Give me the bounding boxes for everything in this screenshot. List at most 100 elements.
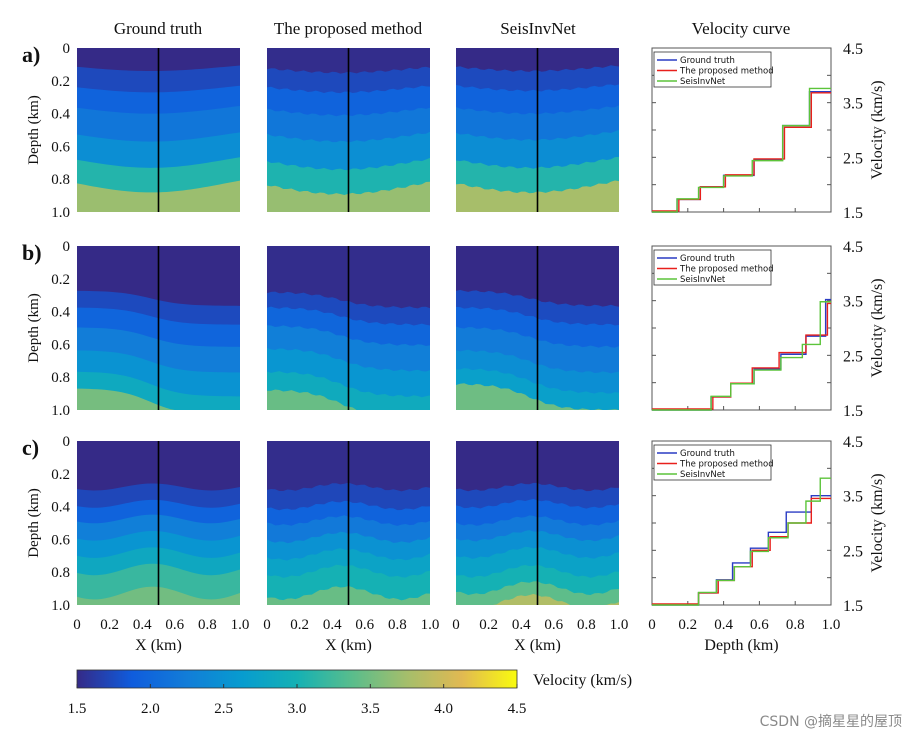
velocity-tick-label: 2.5 — [843, 543, 863, 560]
velocity-model-3 — [456, 48, 619, 212]
depth-tick-label: 0.6 — [51, 337, 70, 353]
velocity-tick-label: 3.5 — [843, 96, 863, 113]
depth-x-tick-label: 0.2 — [678, 617, 697, 633]
layer — [456, 383, 619, 410]
x-tick-label: 0.4 — [133, 617, 152, 633]
colorbar: 1.5 2.0 2.5 3.0 3.5 4.0 4.5 Velocity (km/s) — [68, 669, 632, 717]
velocity-model-3: 0 0.2 0.4 0.6 0.8 1.0 X (km) — [452, 441, 628, 654]
velocity-model-2 — [267, 246, 430, 410]
colorbar-tick-label: 4.0 — [434, 701, 453, 717]
row-label: b) — [22, 240, 42, 265]
velocity-tick-label: 1.5 — [843, 205, 863, 222]
depth-tick-label: 0 — [63, 239, 71, 255]
depth-tick-label: 0.2 — [51, 272, 70, 288]
depth-tick-label: 1.0 — [51, 598, 70, 614]
velocity-curve-plot: 1.5 2.5 3.5 4.5 Velocity (km/s) Ground truthT… — [651, 239, 886, 420]
depth-tick-label: 1.0 — [51, 205, 70, 221]
x-tick-label: 0.6 — [544, 617, 563, 633]
velocity-model-2: 0 0.2 0.4 0.6 0.8 1.0 X (km) — [263, 441, 439, 654]
depth-tick-label: 0.2 — [51, 74, 70, 90]
column-title: The proposed method — [274, 19, 423, 38]
depth-x-tick-label: 0.4 — [714, 617, 733, 633]
x-tick-label: 0.8 — [388, 617, 407, 633]
depth-x-tick-label: 0.6 — [750, 617, 769, 633]
velocity-curve-plot: 1.5 2.5 3.5 4.5 Velocity (km/s) Ground truthT… — [651, 41, 886, 222]
velocity-tick-label: 1.5 — [843, 403, 863, 420]
depth-axis-label: Depth (km) — [26, 293, 42, 363]
watermark: CSDN @摘星星的屋顶 — [759, 714, 902, 730]
depth-tick-label: 0.8 — [51, 565, 70, 581]
layer — [267, 389, 430, 410]
legend-label: Ground truth — [680, 56, 735, 66]
column-title: Ground truth — [114, 19, 203, 38]
x-tick-label: 0 — [73, 617, 81, 633]
depth-tick-label: 0.8 — [51, 370, 70, 386]
depth-tick-label: 0 — [63, 434, 71, 450]
x-tick-label: 1.0 — [421, 617, 440, 633]
x-tick-label: 1.0 — [610, 617, 629, 633]
depth-x-tick-label: 1.0 — [822, 617, 841, 633]
velocity-model-1 — [77, 246, 240, 410]
legend-label: The proposed method — [679, 265, 774, 275]
velocity-tick-label: 1.5 — [843, 598, 863, 615]
depth-axis-label: Depth (km) — [26, 488, 42, 558]
depth-tick-label: 0 — [63, 41, 71, 57]
legend-label: SeisInvNet — [680, 275, 726, 285]
x-tick-label: 0.4 — [512, 617, 531, 633]
x-tick-label: 0.2 — [290, 617, 309, 633]
velocity-tick-label: 2.5 — [843, 150, 863, 167]
depth-tick-label: 0.4 — [51, 305, 70, 321]
series-line-seisinvnet — [652, 477, 831, 606]
series-line-seisinvnet — [652, 87, 831, 213]
legend-label: SeisInvNet — [680, 470, 726, 480]
colorbar-tick-label: 3.0 — [288, 701, 307, 717]
x-tick-label: 0.2 — [479, 617, 498, 633]
x-tick-label: 0.6 — [355, 617, 374, 633]
x-axis-label: X (km) — [325, 637, 372, 654]
velocity-tick-label: 2.5 — [843, 348, 863, 365]
depth-tick-label: 0.4 — [51, 500, 70, 516]
velocity-tick-label: 4.5 — [843, 239, 863, 256]
x-tick-label: 0.8 — [577, 617, 596, 633]
velocity-curve-plot: 1.5 2.5 3.5 4.5 Velocity (km/s) Ground truthT… — [648, 434, 886, 654]
velocity-model-1 — [77, 48, 240, 212]
velocity-model-3 — [456, 246, 619, 410]
depth-tick-label: 0.6 — [51, 139, 70, 155]
velocity-axis-label: Velocity (km/s) — [869, 80, 886, 179]
legend-label: The proposed method — [679, 67, 774, 77]
depth-tick-label: 0.2 — [51, 467, 70, 483]
depth-tick-label: 0.4 — [51, 107, 70, 123]
series-line-seisinvnet — [652, 301, 831, 411]
row-1: a) Depth (km) 0 0.2 0.4 0.6 0.8 1.0 1.5 2.5 3.5 4.5… — [22, 41, 886, 222]
depth-x-tick-label: 0.8 — [786, 617, 805, 633]
velocity-axis-label: Velocity (km/s) — [869, 473, 886, 572]
velocity-model-1: 0 0.2 0.4 0.6 0.8 1.0 X (km) — [73, 441, 249, 654]
layer — [77, 388, 240, 410]
row-3: c)Depth (km)00.20.40.60.81.00 0.2 0.4 0.6 0.… — [22, 434, 886, 654]
depth-tick-label: 0.8 — [51, 172, 70, 188]
depth-x-tick-label: 0 — [648, 617, 656, 633]
legend-label: SeisInvNet — [680, 77, 726, 87]
depth-axis-label: Depth (km) — [26, 95, 42, 165]
row-label: a) — [22, 42, 40, 67]
velocity-tick-label: 3.5 — [843, 294, 863, 311]
x-tick-label: 1.0 — [231, 617, 250, 633]
depth-tick-label: 0.6 — [51, 532, 70, 548]
x-tick-label: 0.4 — [323, 617, 342, 633]
velocity-tick-label: 4.5 — [843, 41, 863, 58]
row-2: b) Depth (km) 0 0.2 0.4 0.6 0.8 1.0 1.5 2.5 3.5 4.5… — [22, 239, 886, 420]
x-tick-label: 0 — [263, 617, 271, 633]
column-title: SeisInvNet — [500, 19, 576, 38]
velocity-axis-label: Velocity (km/s) — [869, 278, 886, 377]
row-label: c) — [22, 435, 39, 460]
x-tick-label: 0 — [452, 617, 460, 633]
legend-label: Ground truth — [680, 449, 735, 459]
depth-x-axis-label: Depth (km) — [704, 637, 778, 654]
column-title: Velocity curve — [692, 19, 791, 38]
colorbar-tick-label: 1.5 — [68, 701, 87, 717]
velocity-tick-label: 3.5 — [843, 489, 863, 506]
x-tick-label: 0.6 — [165, 617, 184, 633]
